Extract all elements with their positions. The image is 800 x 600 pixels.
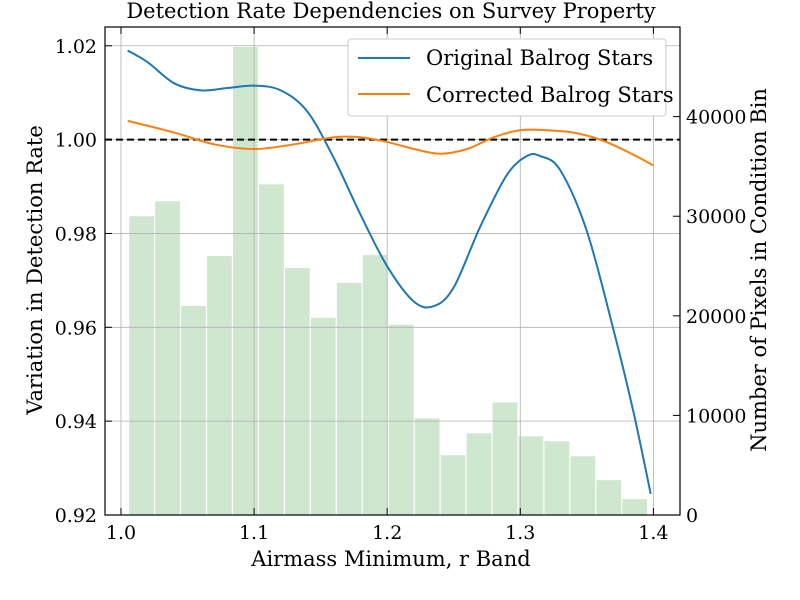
histogram-bar	[440, 455, 466, 515]
y-tick-label: 0.92	[55, 505, 97, 527]
y-axis-title: Variation in Detection Rate	[23, 125, 47, 416]
y2-tick-label: 0	[686, 505, 698, 527]
x-axis-title: Airmass Minimum, r Band	[250, 547, 530, 571]
histogram-bar	[362, 255, 388, 515]
plot-frame	[104, 26, 681, 516]
legend-box	[347, 38, 667, 117]
y-tick-label: 0.94	[55, 411, 97, 433]
histogram-bar	[310, 317, 336, 515]
histogram-bar	[570, 456, 596, 515]
y2-tick-label: 40000	[686, 107, 746, 129]
x-tick-label: 1.2	[372, 522, 402, 544]
x-tick-label: 1.1	[239, 522, 269, 544]
legend-label-original: Original Balrog Stars	[426, 46, 653, 70]
axis-ticks	[105, 27, 680, 516]
histogram-bar	[492, 402, 518, 515]
x-tick-label: 1.4	[638, 522, 668, 544]
y2-tick-label: 10000	[686, 405, 746, 427]
histogram-bar	[258, 184, 284, 515]
legend: Original Balrog Stars Corrected Balrog S…	[347, 38, 674, 117]
histogram-bar	[596, 480, 622, 515]
y-tick-label: 0.98	[55, 223, 97, 245]
histogram-bar	[414, 418, 440, 515]
histogram-bar	[181, 305, 206, 515]
x-tick-label: 1.0	[106, 522, 136, 544]
histogram-bar	[388, 324, 414, 515]
y-tick-label: 1.02	[55, 36, 97, 58]
y2-axis-title: Number of Pixels in Condition Bin	[747, 88, 771, 452]
legend-label-corrected: Corrected Balrog Stars	[426, 83, 674, 107]
histogram-bar	[129, 216, 154, 515]
data-series	[127, 49, 654, 495]
tick-labels: 1.0 1.1 1.2 1.3 1.4 0.92 0.94 0.96 0.98 1.00 1.02 0…	[55, 36, 747, 544]
histogram-bar	[518, 436, 544, 515]
histogram-bar	[544, 441, 570, 515]
histogram-bar	[336, 282, 362, 515]
histogram-bar	[207, 256, 232, 515]
x-tick-label: 1.3	[505, 522, 535, 544]
series-line-corrected	[127, 119, 654, 167]
y-tick-label: 0.96	[55, 317, 97, 339]
histogram-bar	[466, 433, 492, 515]
chart-title: Detection Rate Dependencies on Survey Pr…	[126, 0, 655, 23]
y2-tick-label: 20000	[686, 306, 746, 328]
histogram-bar	[155, 201, 180, 516]
histogram-bar	[622, 499, 648, 515]
histogram-bar	[284, 268, 310, 515]
y-tick-label: 1.00	[55, 130, 97, 152]
y2-tick-label: 30000	[686, 206, 746, 228]
series-line-original	[127, 49, 652, 495]
